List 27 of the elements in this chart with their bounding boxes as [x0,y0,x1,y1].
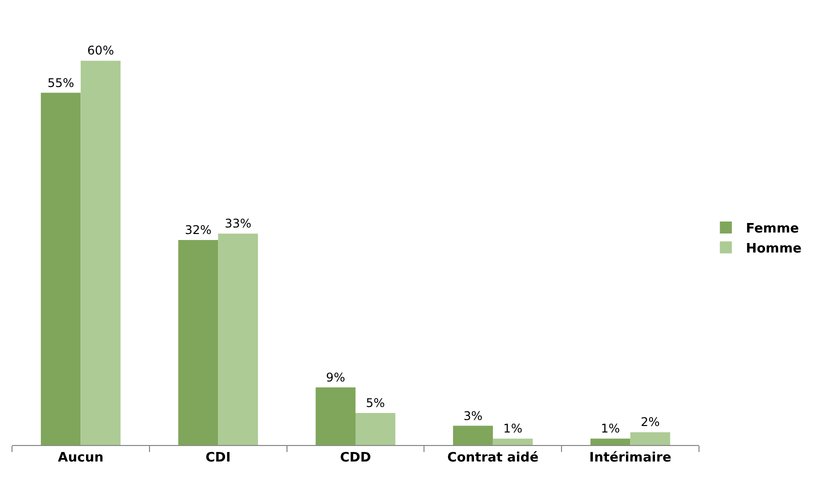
data-label: 1% [600,422,620,436]
x-tick-label: Aucun [58,450,104,466]
bar [590,438,630,445]
x-tick-label: Contrat aidé [447,450,539,466]
data-label: 33% [224,216,252,231]
data-label: 55% [47,76,74,90]
data-label: 1% [503,422,522,436]
bar [178,240,218,445]
bar [80,60,121,445]
bar [40,92,81,445]
legend-label: Homme [746,241,802,256]
x-tick-label: CDD [340,450,372,466]
bar [630,432,670,445]
legend-label: Femme [746,222,800,237]
data-label: 60% [87,44,114,58]
bar [492,438,533,445]
bar [218,234,258,445]
bar [316,387,356,445]
x-tick-label: Intérimaire [589,450,672,466]
data-label: 5% [366,396,385,410]
data-label: 9% [326,370,346,384]
bar [453,426,493,445]
x-tick-label: CDI [206,450,231,466]
bar [356,412,396,445]
data-label: 2% [640,415,660,430]
data-label: 32% [184,223,212,238]
data-label: 3% [463,408,482,423]
